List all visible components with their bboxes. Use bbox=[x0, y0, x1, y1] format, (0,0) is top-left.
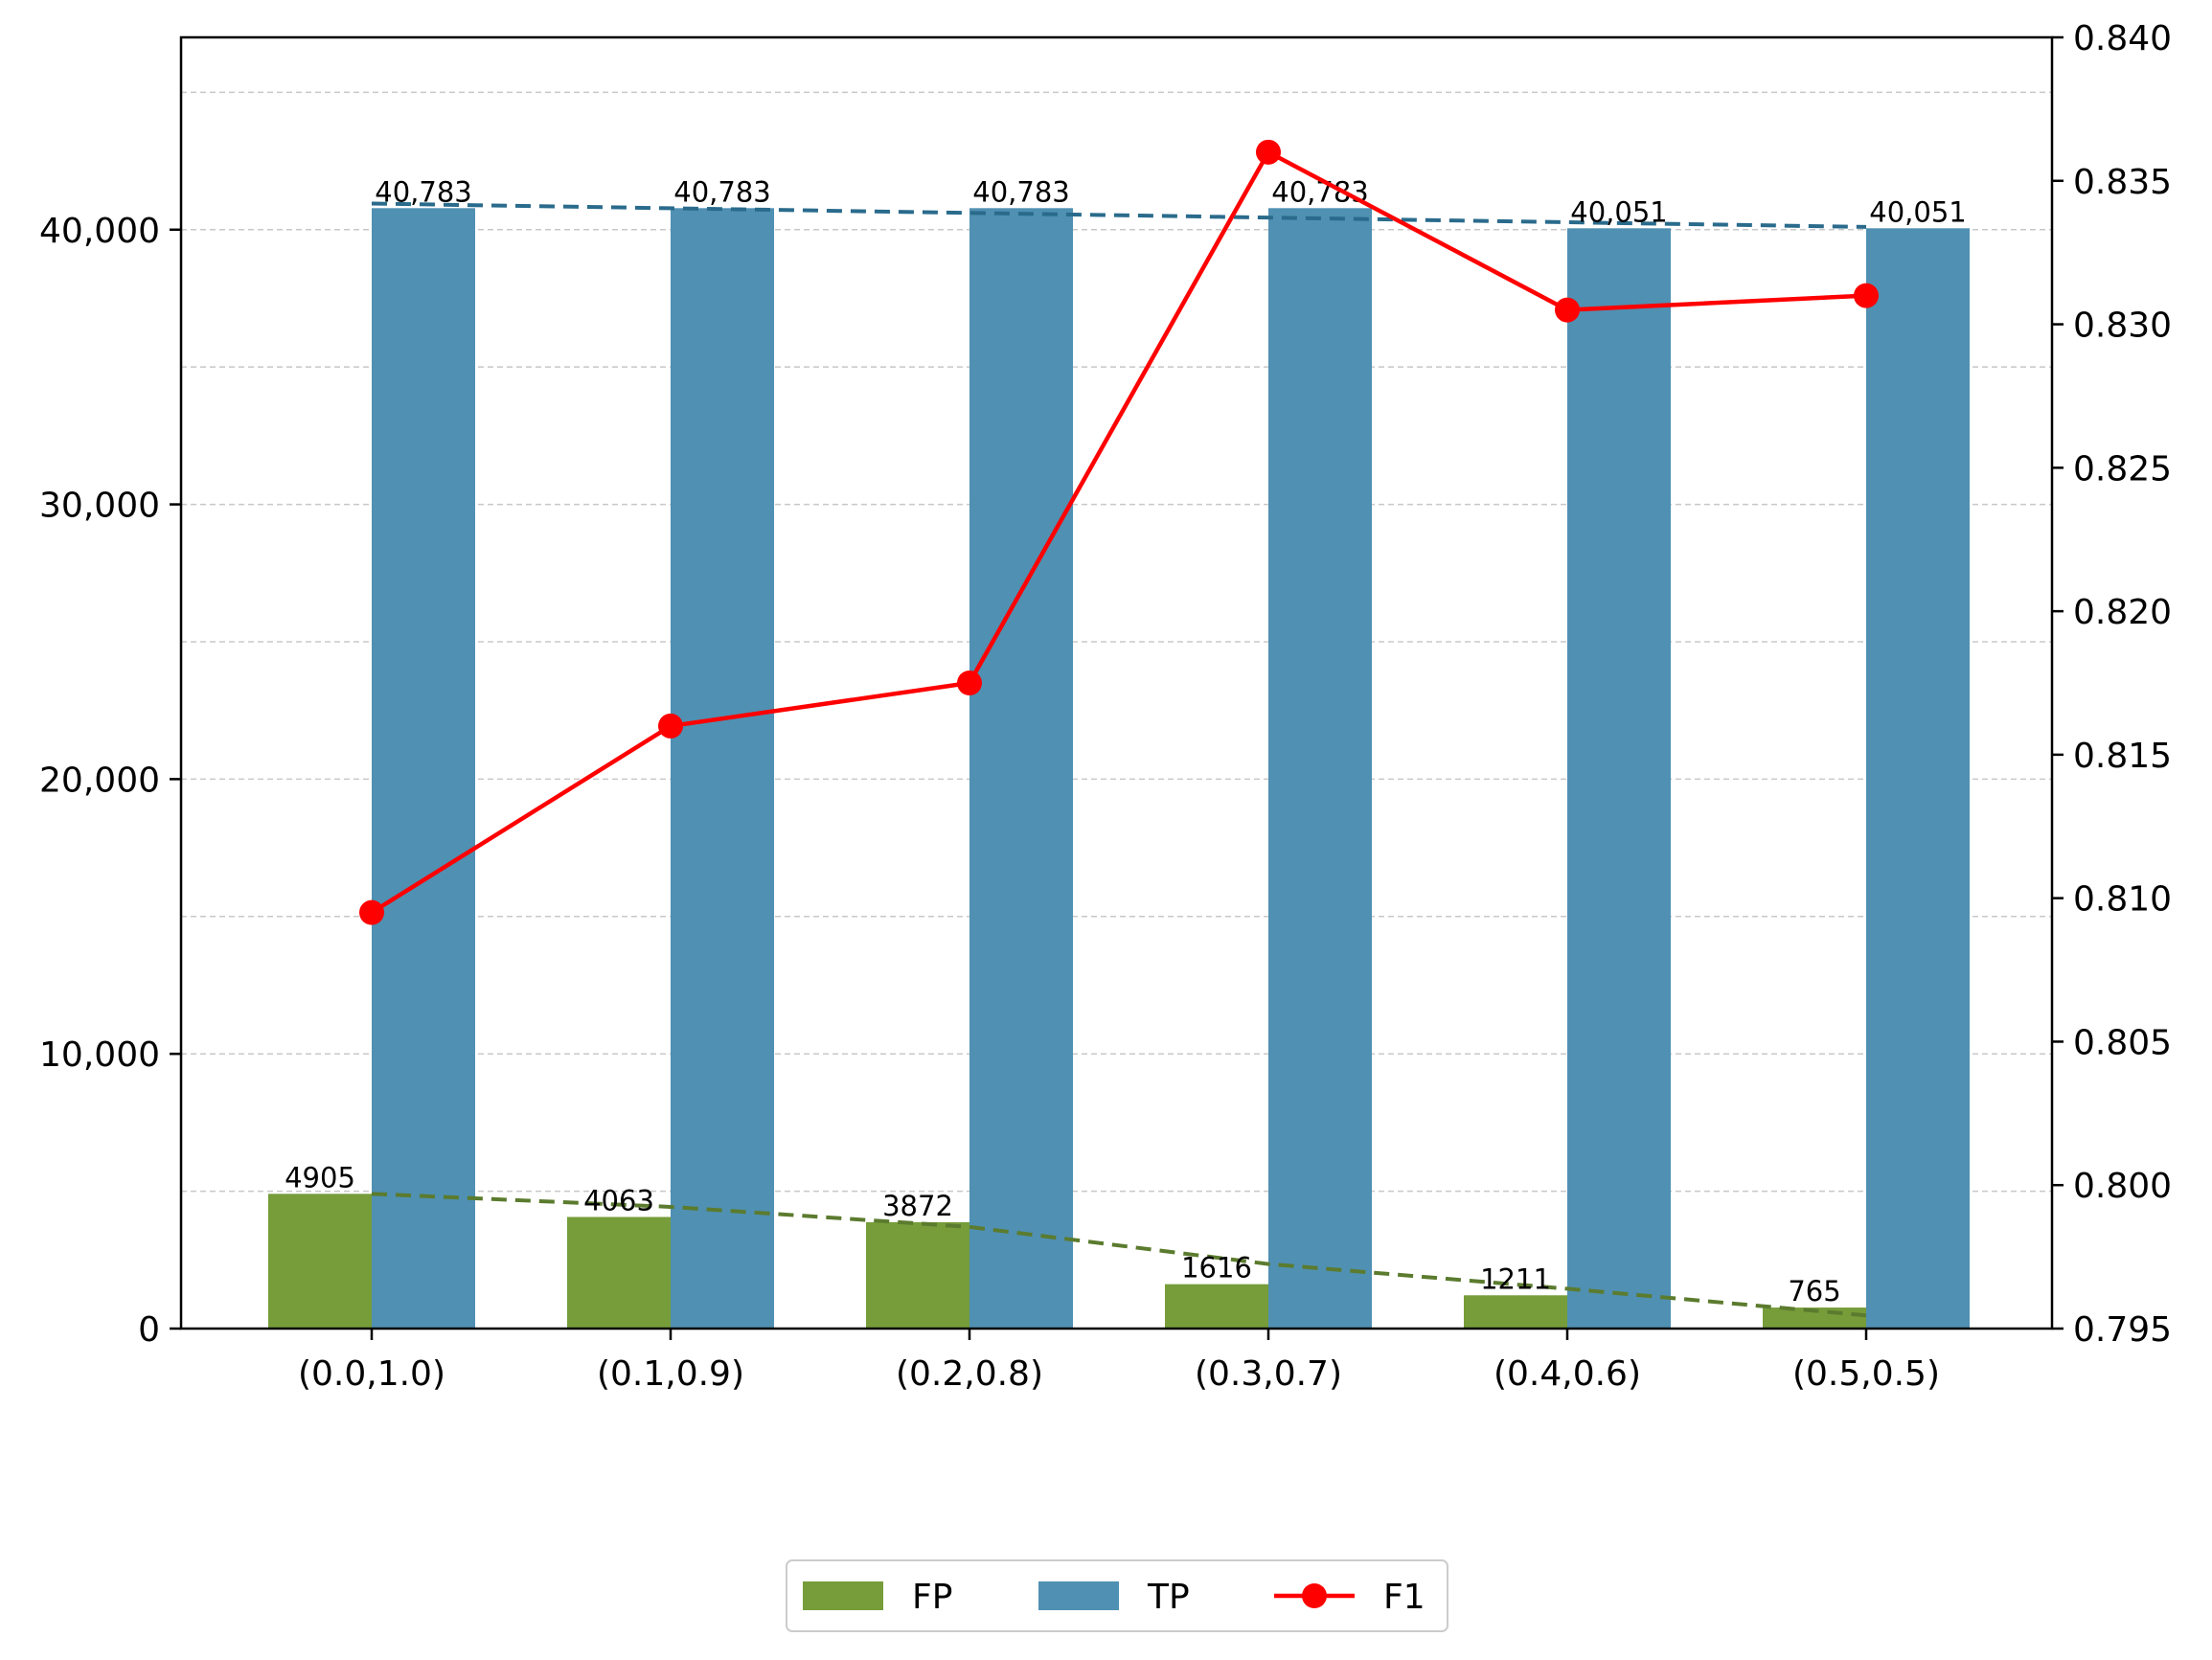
fp-trendline bbox=[371, 1192, 1867, 1318]
fp-data-label: 4063 bbox=[583, 1184, 654, 1217]
y-right-tick-label: 0.815 bbox=[2073, 737, 2172, 776]
y-right-tick-label: 0.800 bbox=[2073, 1167, 2172, 1206]
y-right-tick-label: 0.840 bbox=[2073, 19, 2172, 58]
f1-point bbox=[1555, 297, 1580, 323]
x-tick-label: (0.1,0.9) bbox=[597, 1354, 744, 1394]
f1-point bbox=[957, 671, 982, 695]
f1-point bbox=[1854, 283, 1879, 308]
fp-bar bbox=[268, 1194, 372, 1329]
x-tick-label: (0.0,1.0) bbox=[298, 1354, 445, 1394]
x-tick-label: (0.4,0.6) bbox=[1494, 1354, 1641, 1394]
y-right-tick-label: 0.805 bbox=[2073, 1023, 2172, 1062]
y-left-tick-label: 0 bbox=[138, 1310, 160, 1350]
tp-data-label: 40,051 bbox=[1869, 195, 1966, 228]
tp-data-label: 40,783 bbox=[673, 175, 770, 208]
legend-f1-label: F1 bbox=[1383, 1578, 1425, 1617]
tp-bar bbox=[1268, 208, 1372, 1330]
tp-trendline bbox=[371, 201, 1867, 229]
tp-data-label: 40,051 bbox=[1570, 195, 1667, 228]
fp-data-label: 1616 bbox=[1181, 1252, 1252, 1285]
legend-fp-label: FP bbox=[912, 1578, 952, 1617]
plot-area-frame bbox=[179, 35, 2054, 1330]
f1-point bbox=[359, 899, 384, 925]
y-left-tick-label: 20,000 bbox=[39, 761, 160, 800]
fp-bar bbox=[1165, 1284, 1268, 1329]
tp-bar bbox=[372, 208, 475, 1330]
tp-data-label: 40,783 bbox=[375, 175, 471, 208]
tp-bar bbox=[671, 208, 774, 1330]
y-right-tick-label: 0.795 bbox=[2073, 1310, 2172, 1350]
tp-data-label: 40,783 bbox=[972, 175, 1069, 208]
x-tick-label: (0.3,0.7) bbox=[1195, 1354, 1342, 1394]
y-right-tick-label: 0.835 bbox=[2073, 163, 2172, 202]
legend: FP TP F1 bbox=[786, 1559, 1448, 1632]
legend-tp-swatch bbox=[1038, 1581, 1119, 1610]
bars bbox=[268, 208, 1970, 1330]
legend-fp-swatch bbox=[803, 1581, 883, 1610]
fp-data-label: 765 bbox=[1788, 1275, 1840, 1308]
fp-bar bbox=[567, 1217, 671, 1329]
grid-lines bbox=[181, 91, 2052, 1193]
f1-point bbox=[1256, 139, 1281, 165]
y-left-tick-label: 30,000 bbox=[39, 487, 160, 526]
fp-bar bbox=[1464, 1295, 1567, 1329]
fp-bar bbox=[866, 1221, 969, 1329]
fp-data-label: 4905 bbox=[285, 1161, 355, 1194]
tp-bar bbox=[969, 208, 1073, 1330]
f1-point bbox=[658, 713, 683, 739]
y-left-tick-label: 10,000 bbox=[39, 1035, 160, 1075]
y-right-tick-label: 0.810 bbox=[2073, 880, 2172, 920]
legend-tp-label: TP bbox=[1147, 1578, 1190, 1617]
f1-line-series bbox=[359, 139, 1879, 925]
y-right-tick-label: 0.825 bbox=[2073, 449, 2172, 489]
axes: 0 10,000 20,000 30,000 40,000 0.795 0.800 0.805… bbox=[39, 19, 2172, 1394]
legend-f1-marker bbox=[1302, 1583, 1327, 1608]
data-labels: 490540,783406340,783387240,783161640,783… bbox=[285, 175, 1967, 1308]
y-left-tick-label: 40,000 bbox=[39, 212, 160, 251]
fp-data-label: 3872 bbox=[882, 1190, 953, 1222]
x-tick-label: (0.2,0.8) bbox=[896, 1354, 1043, 1394]
trendlines bbox=[371, 201, 1867, 1318]
tp-bar bbox=[1866, 228, 1970, 1330]
y-right-tick-label: 0.820 bbox=[2073, 593, 2172, 632]
f1-line bbox=[370, 149, 1867, 915]
x-tick-label: (0.5,0.5) bbox=[1792, 1354, 1940, 1394]
fp-data-label: 1211 bbox=[1480, 1262, 1551, 1295]
y-right-tick-label: 0.830 bbox=[2073, 307, 2172, 346]
tp-bar bbox=[1567, 228, 1671, 1330]
